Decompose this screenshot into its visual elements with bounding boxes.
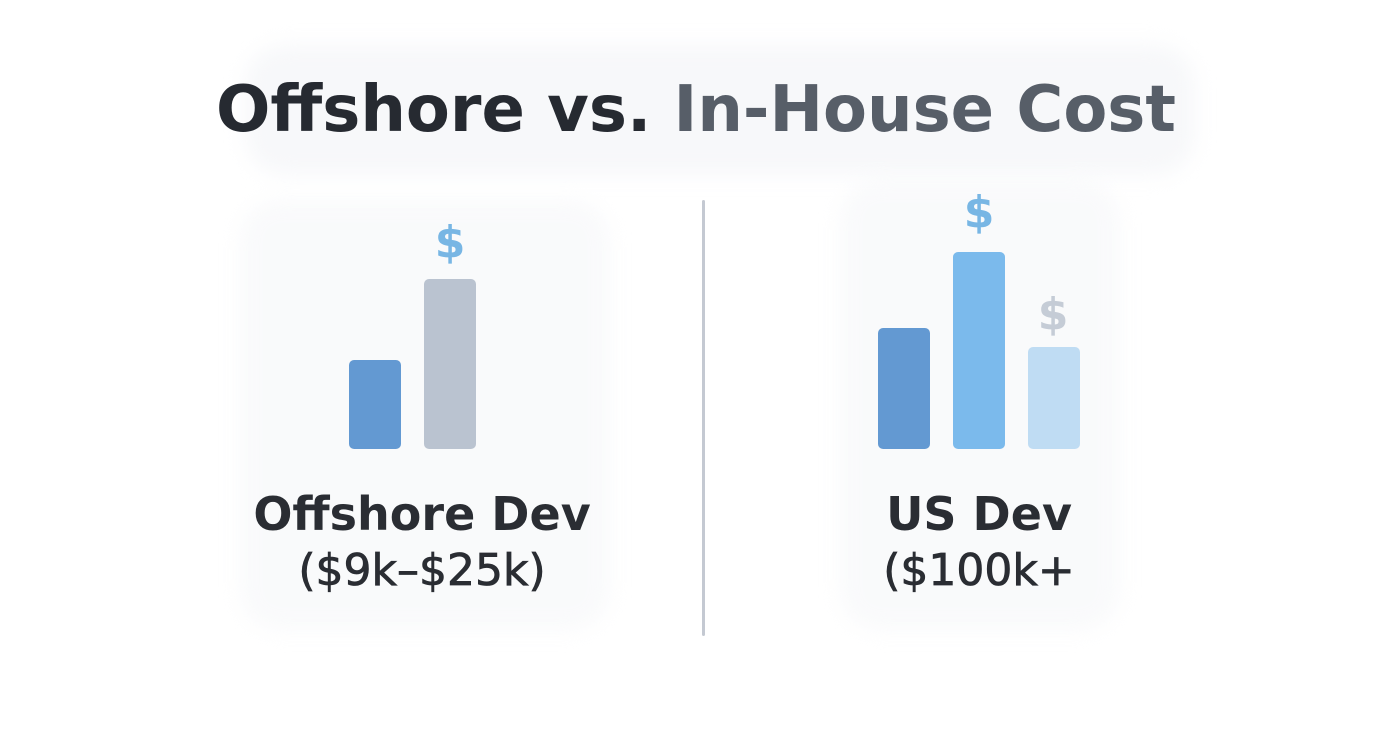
title-glow [245,45,1195,175]
us-bar-3 [1028,347,1080,449]
title-part-inhouse: In-House Cost [673,73,1176,147]
us-bar-2 [953,252,1005,449]
page-title: Offshore vs. In-House Cost [0,70,1392,150]
title-part-offshore: Offshore vs. [216,73,652,147]
us-bar-1 [878,328,930,449]
offshore-bar-low [349,360,401,449]
us-range: ($100k+ [883,545,1075,597]
panel-divider [702,200,705,636]
offshore-bar-high [424,279,476,449]
dollar-icon-faded: $ [1037,289,1069,340]
offshore-range: ($9k–$25k) [298,545,546,597]
dollar-icon: $ [963,187,995,238]
us-name: US Dev [886,487,1072,541]
offshore-label: Offshore Dev ($9k–$25k) [222,486,622,600]
us-label: US Dev ($100k+ [829,486,1129,600]
dollar-icon: $ [434,217,466,268]
offshore-name: Offshore Dev [253,487,591,541]
